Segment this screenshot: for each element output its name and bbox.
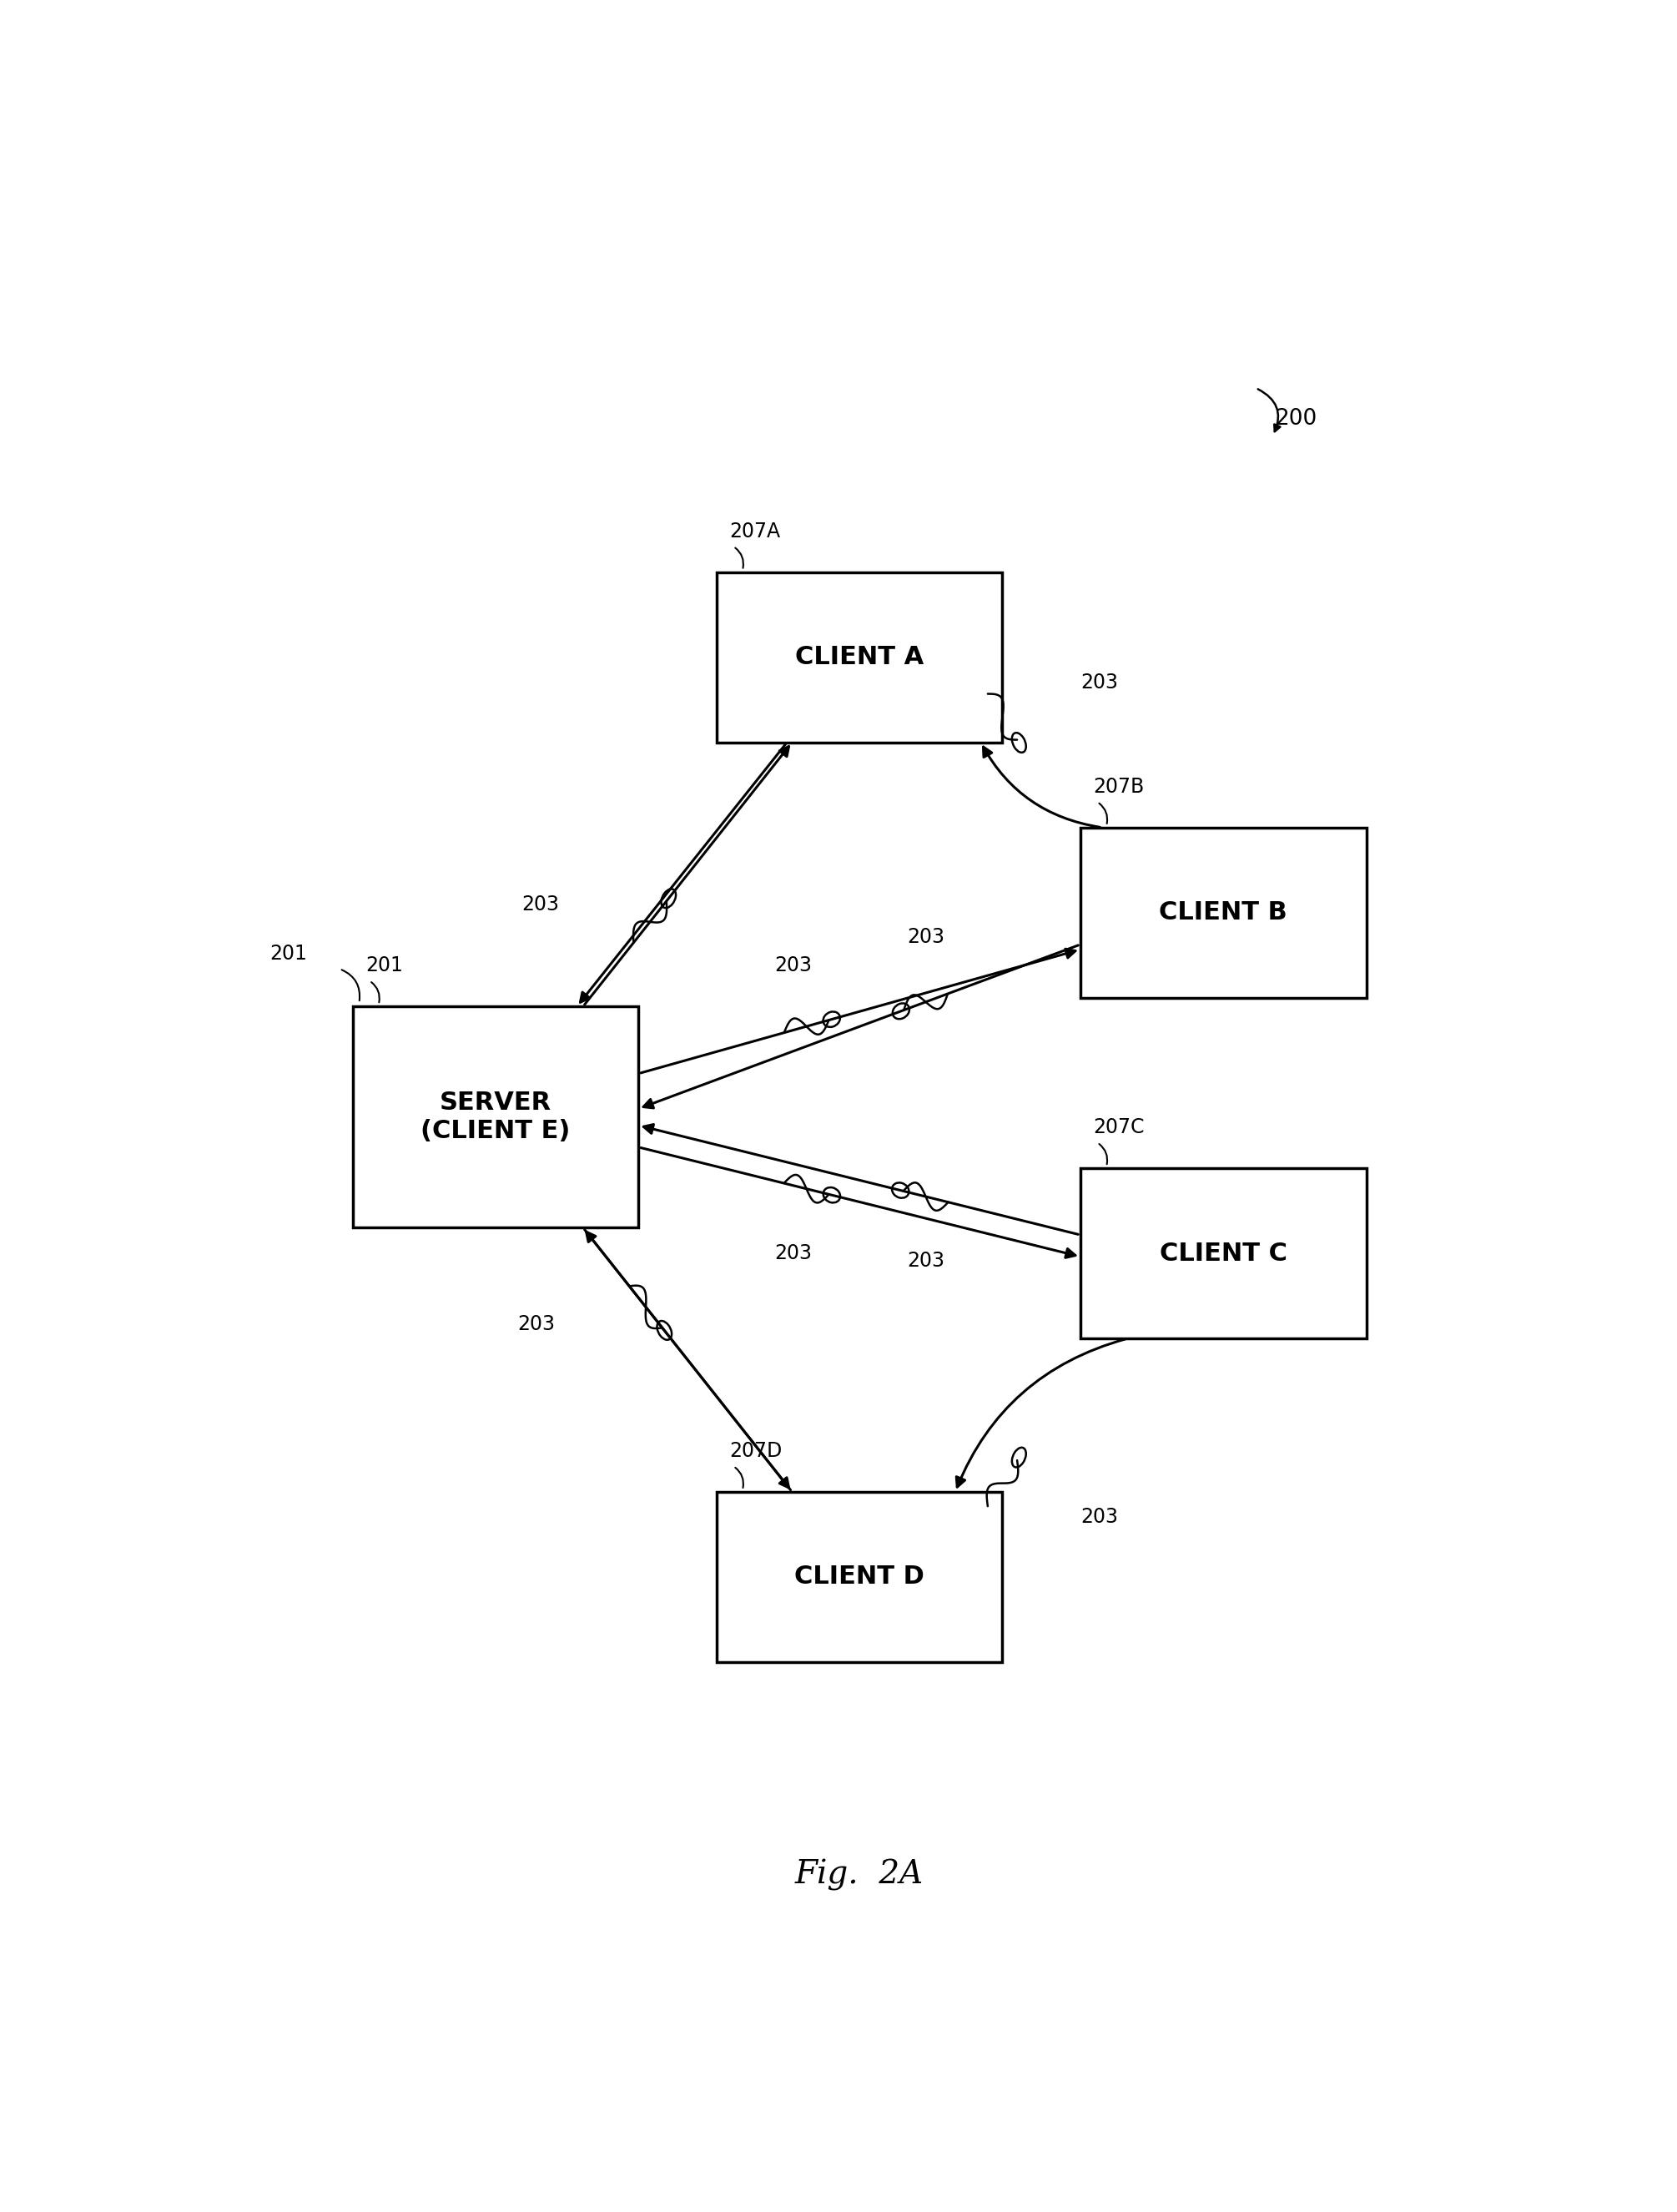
Text: 203: 203 [775,1243,812,1263]
Text: CLIENT C: CLIENT C [1159,1241,1288,1265]
Text: 200: 200 [1276,407,1318,429]
Text: 207C: 207C [1093,1117,1145,1137]
Text: 203: 203 [907,1252,944,1272]
Text: 201: 201 [366,956,402,975]
FancyArrowPatch shape [371,982,379,1002]
Text: 201: 201 [270,945,307,964]
Text: SERVER
(CLIENT E): SERVER (CLIENT E) [421,1091,570,1144]
FancyArrowPatch shape [342,969,359,1000]
Text: CLIENT B: CLIENT B [1159,900,1288,925]
Text: CLIENT D: CLIENT D [795,1564,924,1588]
FancyArrowPatch shape [735,549,743,568]
FancyArrowPatch shape [983,748,1100,827]
Text: 203: 203 [775,956,812,975]
Bar [1080,827,1367,998]
Text: 203: 203 [1080,672,1119,692]
Text: Fig.  2A: Fig. 2A [795,1858,924,1891]
Text: 203: 203 [517,1314,555,1334]
FancyArrowPatch shape [956,1338,1125,1486]
Text: 207A: 207A [729,522,780,542]
Text: 203: 203 [907,927,944,947]
FancyArrowPatch shape [1258,389,1280,431]
Bar [352,1006,639,1228]
Text: 207D: 207D [729,1440,781,1462]
Text: CLIENT A: CLIENT A [795,646,924,670]
Bar [716,573,1003,743]
Bar [1080,1168,1367,1338]
FancyArrowPatch shape [1098,803,1107,823]
FancyArrowPatch shape [735,1467,743,1489]
Text: 203: 203 [1080,1506,1119,1526]
Text: 203: 203 [522,896,558,916]
Bar [716,1491,1003,1661]
FancyArrowPatch shape [1098,1144,1107,1164]
Text: 207B: 207B [1093,776,1144,796]
